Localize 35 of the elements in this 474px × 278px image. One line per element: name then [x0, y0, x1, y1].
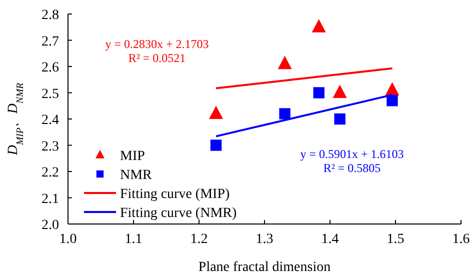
y-tick-label: 2.7 [42, 34, 59, 50]
point [386, 95, 398, 106]
y-tick-label: 2.0 [42, 218, 59, 233]
x-axis-title: Plane fractal dimension [198, 260, 331, 275]
annotation: y = 0.2830x + 2.1703 [105, 37, 209, 51]
x-tick-label: 1.0 [59, 232, 77, 247]
point [313, 87, 324, 98]
point [385, 82, 400, 96]
x-tick-label: 1.3 [256, 232, 274, 247]
point [279, 108, 290, 120]
point [278, 56, 292, 70]
y-tick-label: 2.6 [42, 60, 59, 76]
y-tick-label: 2.4 [42, 113, 59, 128]
x-tick-label: 1.6 [452, 232, 470, 247]
legend-label: Fitting curve (NMR) [120, 206, 237, 221]
x-tick-label: 1.4 [321, 232, 339, 247]
x-tick-label: 1.2 [190, 232, 208, 247]
point [312, 19, 326, 32]
point [334, 113, 346, 125]
x-tick-label: 1.5 [386, 232, 404, 247]
point [210, 140, 222, 151]
legend-label: NMR [120, 168, 153, 183]
legend-label: Fitting curve (MIP) [120, 187, 230, 202]
y-tick-label: 2.3 [42, 139, 59, 154]
legend-label: MIP [120, 149, 146, 164]
point [332, 84, 347, 98]
y-tick-label: 2.2 [42, 166, 59, 180]
annotation: y = 0.5901x + 1.6103 [300, 147, 404, 161]
y-tick-label: 2.8 [42, 8, 59, 23]
x-tick-label: 1.1 [124, 232, 142, 247]
annotation: R² = 0.0521 [128, 51, 186, 65]
point [209, 106, 224, 119]
y-tick-label: 2.5 [42, 86, 59, 102]
annotation: R² = 0.5805 [323, 161, 381, 175]
y-tick-label: 2.1 [42, 192, 59, 207]
